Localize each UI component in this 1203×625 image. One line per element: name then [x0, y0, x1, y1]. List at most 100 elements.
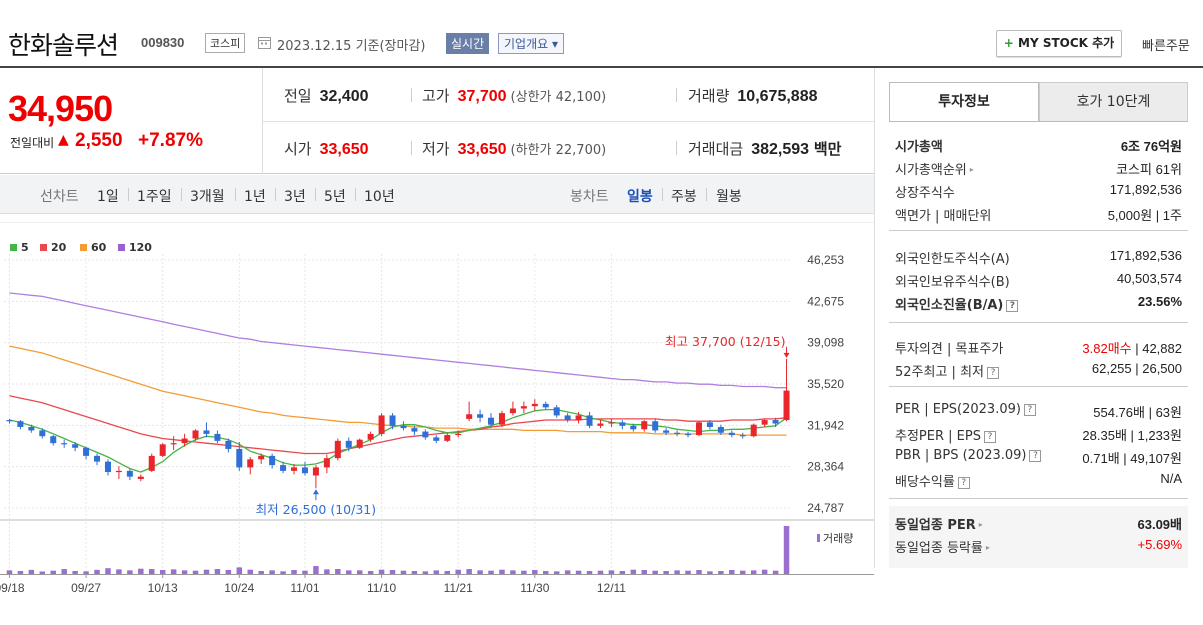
up-arrow-icon: ▲: [58, 132, 69, 148]
volume-bar: [280, 571, 286, 574]
period-1w[interactable]: 1주일: [137, 189, 172, 205]
volume-bar: [433, 570, 440, 574]
candle-daily[interactable]: 일봉: [627, 189, 653, 205]
realtime-button[interactable]: 실시간: [446, 33, 490, 54]
volume-bar: [586, 571, 593, 574]
open-price: 시가 33,650: [284, 138, 369, 159]
volume-bar: [50, 570, 56, 574]
help-icon[interactable]: ?: [1029, 450, 1042, 462]
help-icon[interactable]: ?: [1006, 300, 1019, 312]
help-icon[interactable]: ?: [957, 477, 970, 489]
y-tick-label: 28,364: [807, 460, 844, 474]
period-3y[interactable]: 3년: [284, 189, 306, 205]
change-value: 2,550: [75, 130, 123, 151]
volume-bar: [378, 569, 385, 574]
divider: [706, 188, 707, 201]
volume-bar: [532, 570, 538, 574]
candle-body: [378, 415, 385, 434]
volume-bar: [641, 570, 647, 574]
candle-body: [663, 430, 670, 433]
candle-body: [717, 426, 724, 433]
legend-ma20: 20: [40, 241, 66, 254]
x-tick-label: 11/21: [444, 581, 473, 595]
section-divider: [889, 498, 1188, 499]
candle-body: [203, 430, 210, 434]
company-overview-dropdown[interactable]: 기업개요 ▾: [498, 33, 564, 54]
period-3m[interactable]: 3개월: [190, 189, 225, 205]
volume-bar: [466, 569, 472, 574]
candle-body: [334, 440, 341, 459]
info-row: 52주최고 | 최저? 62,255 | 26,500: [895, 361, 1182, 381]
x-tick-label: 10/24: [224, 581, 254, 595]
low-price: 저가 33,650 (하한가 22,700): [422, 138, 606, 159]
period-1d[interactable]: 1일: [97, 189, 119, 205]
period-1y[interactable]: 1년: [244, 189, 266, 205]
volume-bar: [258, 571, 264, 574]
candle-body: [225, 440, 232, 449]
volume-bar: [499, 569, 505, 574]
info-label: 상장주식수: [895, 186, 955, 201]
info-label: 시가총액순위 ▸: [895, 163, 974, 178]
info-label: PBR | BPS (2023.09)?: [895, 448, 1042, 463]
candle-monthly[interactable]: 월봉: [716, 189, 742, 205]
candle-body: [236, 448, 243, 468]
divider: [676, 141, 677, 155]
info-value: 63.09배: [1137, 517, 1183, 532]
y-tick-label: 46,253: [807, 253, 844, 267]
candle-body: [597, 423, 604, 426]
legend-label: 120: [129, 241, 152, 254]
candle-body: [61, 443, 68, 445]
prev-close: 전일 32,400: [284, 85, 369, 106]
volume-bar: [696, 570, 702, 574]
help-icon[interactable]: ?: [987, 367, 999, 379]
divider: [235, 188, 236, 201]
x-tick-label: 10/13: [148, 581, 178, 595]
info-value: N/A: [1160, 471, 1182, 486]
candle-body: [159, 444, 166, 456]
chevron-right-icon[interactable]: ▸: [978, 520, 983, 529]
candle-body: [444, 435, 451, 441]
chevron-right-icon[interactable]: ▸: [969, 165, 974, 174]
period-10y[interactable]: 10년: [364, 189, 395, 205]
help-icon[interactable]: ?: [983, 431, 996, 443]
add-my-stock-label: MY STOCK 추가: [1018, 36, 1115, 50]
info-value: 23.56%: [1137, 294, 1182, 309]
legend-label: 5: [21, 241, 29, 254]
add-my-stock-button[interactable]: + MY STOCK 추가: [996, 30, 1122, 57]
volume-bar: [6, 570, 13, 574]
volume-label: 거래량: [823, 532, 853, 545]
upper-limit: (상한가 42,100): [510, 90, 607, 105]
volume-bar: [543, 571, 549, 574]
line-chart-label: 선차트: [40, 189, 79, 205]
volume-bar: [302, 570, 308, 574]
plus-icon: +: [1003, 36, 1014, 50]
info-label: 외국인보유주식수(B): [895, 275, 1010, 290]
candle-body: [94, 455, 101, 462]
info-label: 동일업종 등락률 ▸: [895, 541, 990, 556]
investment-info-panel: 투자정보 호가 10단계 시가총액 6조 76억원 시가총액순위 ▸ 코스피 61위 상장…: [874, 68, 1203, 568]
section-divider: [889, 230, 1188, 231]
candle-body: [477, 414, 484, 418]
candle-body: [291, 467, 298, 471]
stock-header: 한화솔루션 009830 코스피 2023.12.15 기준(장마감) 실시간 …: [0, 0, 1203, 66]
amount-unit: 백만: [813, 140, 842, 158]
chevron-right-icon[interactable]: ▸: [985, 543, 990, 552]
tab-order-book[interactable]: 호가 10단계: [1039, 82, 1188, 122]
volume-bar: [324, 569, 330, 574]
info-tabs: 투자정보 호가 10단계: [889, 82, 1188, 122]
candle-body: [301, 467, 308, 474]
candle-body: [345, 440, 352, 448]
candlestick-chart[interactable]: 46,253 42,675 39,098 35,520 31,942 28,364 24,7…: [0, 222, 874, 602]
legend-label: 60: [91, 241, 107, 254]
candle-body: [17, 421, 24, 427]
info-value: 3.82매수 | 42,882: [1082, 338, 1182, 357]
volume: 거래량 10,675,888: [688, 85, 817, 106]
info-row: 외국인소진율(B/A)? 23.56%: [895, 294, 1182, 314]
price-chart: 5 20 60 120 46,253 42,675 39,098 35,520 31,9…: [0, 222, 874, 602]
tab-investment-info[interactable]: 투자정보: [889, 82, 1039, 122]
candle-weekly[interactable]: 주봉: [671, 189, 697, 205]
quick-order-link[interactable]: 빠른주문: [1142, 39, 1190, 54]
stock-code: 009830: [141, 35, 185, 50]
help-icon[interactable]: ?: [1023, 404, 1036, 416]
period-5y[interactable]: 5년: [324, 189, 346, 205]
